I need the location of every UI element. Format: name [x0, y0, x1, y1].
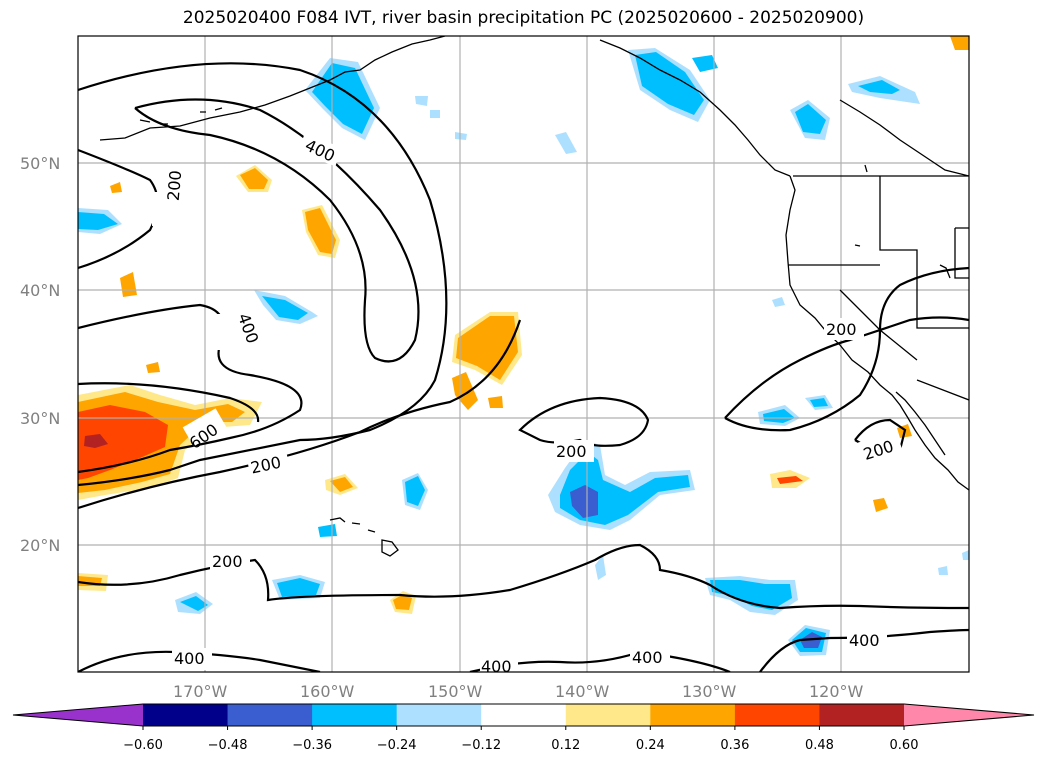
precip-anomaly-negative — [692, 55, 718, 72]
precip-anomaly-negative — [595, 555, 606, 580]
precip-anomaly-negative — [430, 110, 440, 118]
map-frame — [77, 35, 970, 673]
colorbar-tick-label: 0.12 — [551, 738, 580, 753]
contour-label: 400 — [849, 631, 880, 650]
contour-label: 200 — [556, 442, 587, 461]
precip-anomaly-positive — [488, 396, 503, 408]
colorbar-tick-label: 0.24 — [636, 738, 665, 753]
precip-anomaly-negative — [763, 409, 795, 423]
precip-anomaly-strong — [78, 405, 168, 480]
colorbar: −0.60 −0.48 −0.36 −0.24 −0.12 0.12 0.24 0.36 0.4… — [12, 703, 1035, 753]
precip-anomaly-negative — [858, 80, 900, 94]
lon-label: 150°W — [428, 682, 483, 701]
map-panel: 400 200 400 600 200 200 200 200 400 400 … — [78, 36, 969, 676]
latitude-labels: 50°N 40°N 30°N 20°N — [20, 154, 60, 555]
contour-label: 400 — [174, 649, 205, 668]
colorbar-segment — [565, 704, 651, 726]
colorbar-tick-label: −0.60 — [123, 738, 163, 753]
precip-anomaly-negative — [810, 398, 828, 407]
precip-anomaly-positive — [950, 36, 969, 50]
precip-anomaly-positive — [393, 594, 412, 610]
colorbar-extend-max — [904, 704, 1034, 726]
precip-anomaly-negative — [415, 96, 428, 106]
colorbar-tick-label: 0.36 — [720, 738, 749, 753]
precip-anomaly-strong-negative — [570, 485, 598, 518]
precip-anomaly-positive — [330, 477, 353, 492]
lon-label: 130°W — [682, 682, 737, 701]
colorbar-tick-label: −0.48 — [208, 738, 248, 753]
precip-anomaly-positive — [146, 362, 160, 373]
colorbar-tick-label: 0.48 — [805, 738, 834, 753]
precip-anomaly-positive — [873, 498, 888, 512]
colorbar-segment — [143, 704, 229, 726]
precip-anomaly-positive — [110, 182, 122, 193]
precip-anomaly-positive — [240, 168, 268, 189]
contour-label: 200 — [826, 320, 857, 339]
precip-anomaly-negative — [710, 580, 792, 610]
colorbar-segment — [734, 704, 820, 726]
coastlines — [99, 36, 969, 557]
precip-anomaly-negative — [262, 296, 308, 320]
contour-label: 200 — [212, 552, 243, 571]
contour-label: 400 — [632, 648, 663, 667]
lon-label: 170°W — [173, 682, 228, 701]
precip-anomaly-negative — [772, 297, 785, 307]
longitude-labels: 170°W 160°W 150°W 140°W 130°W 120°W — [173, 682, 864, 701]
colorbar-segment — [312, 704, 398, 726]
colorbar-segment — [819, 704, 905, 726]
lat-label: 40°N — [20, 281, 60, 300]
precip-anomaly-negative — [277, 578, 320, 597]
lat-label: 20°N — [20, 536, 60, 555]
precip-anomaly-negative — [405, 476, 425, 506]
precip-anomaly-max — [84, 434, 108, 448]
precip-anomaly-negative — [795, 104, 826, 134]
precip-anomaly-positive — [120, 272, 137, 297]
colorbar-tick-label: −0.12 — [461, 738, 501, 753]
precip-anomaly-negative — [555, 132, 577, 154]
lon-label: 160°W — [300, 682, 355, 701]
precip-anomaly-positive — [305, 208, 336, 254]
colorbar-segment — [396, 704, 482, 726]
precip-anomaly-positive — [456, 316, 518, 380]
precip-anomaly-negative — [78, 212, 118, 230]
precip-fills — [78, 36, 969, 656]
contour-label: 400 — [481, 657, 512, 676]
colorbar-tick-label: −0.24 — [377, 738, 417, 753]
colorbar-segment — [650, 704, 736, 726]
contour-label: 200 — [164, 170, 186, 202]
precip-anomaly-negative — [938, 566, 948, 575]
precip-anomaly-negative — [455, 132, 467, 140]
colorbar-extend-min — [13, 704, 143, 726]
colorbar-tick-label: −0.36 — [292, 738, 332, 753]
precip-anomaly-negative — [635, 52, 704, 115]
precip-anomaly-positive — [452, 372, 478, 410]
colorbar-segment — [481, 704, 567, 726]
colorbar-segment — [227, 704, 313, 726]
lon-label: 120°W — [809, 682, 864, 701]
map-title: 2025020400 F084 IVT, river basin precipi… — [182, 8, 865, 28]
lon-label: 140°W — [555, 682, 610, 701]
precip-anomaly-positive — [777, 476, 803, 484]
lat-label: 30°N — [20, 409, 60, 428]
colorbar-tick-label: 0.60 — [890, 738, 919, 753]
precip-anomaly-negative — [180, 596, 208, 611]
precip-anomaly-negative — [962, 550, 969, 560]
graticule — [78, 36, 969, 672]
lat-label: 50°N — [20, 154, 60, 173]
